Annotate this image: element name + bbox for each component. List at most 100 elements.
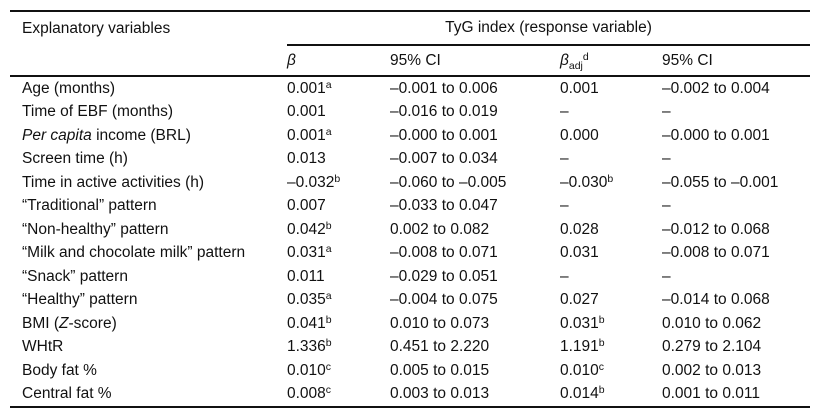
beta-value: 1.336b	[287, 337, 332, 356]
ci-value: –0.008 to 0.071	[390, 244, 498, 262]
beta-adj-value: –	[560, 103, 569, 121]
beta-adj-value: 1.191b	[560, 337, 605, 356]
beta-adj-value: 0.001	[560, 79, 599, 97]
beta-value: 0.031a	[287, 243, 332, 262]
row-label: “Traditional” pattern	[22, 197, 157, 215]
ci-adj-value: –	[662, 150, 671, 168]
row-label: Time of EBF (months)	[22, 103, 174, 121]
row-label: WHtR	[22, 338, 64, 356]
ci-adj-value: 0.279 to 2.104	[662, 338, 762, 356]
table-body: Age (months) 0.001a –0.001 to 0.006 0.001 –0…	[10, 76, 810, 407]
row-label: “Non-healthy” pattern	[22, 220, 169, 238]
significance-marker: b	[334, 172, 341, 185]
beta-adj-superscript: d	[582, 50, 589, 63]
significance-marker: b	[607, 172, 614, 185]
beta-value: 0.001	[287, 103, 326, 121]
beta-value: 0.035a	[287, 290, 332, 309]
ci-column-header-2: 95% CI	[662, 45, 811, 77]
significance-marker: b	[598, 337, 605, 350]
significance-marker: b	[325, 313, 332, 326]
beta-adj-value: –	[560, 197, 569, 215]
ci-adj-value: –0.012 to 0.068	[662, 220, 770, 238]
significance-marker: a	[325, 290, 332, 303]
header-row-span: Explanatory variables TyG index (respons…	[10, 11, 811, 46]
beta-value: 0.011	[287, 267, 325, 285]
beta-adj-subscript: adj	[568, 59, 583, 72]
beta-symbol: β	[287, 51, 296, 69]
significance-marker: b	[325, 337, 332, 350]
significance-marker: b	[598, 384, 605, 397]
table-row: Time of EBF (months) 0.001 –0.016 to 0.019…	[10, 101, 810, 125]
row-label: Screen time (h)	[22, 150, 128, 168]
beta-adj-value: 0.000	[560, 126, 599, 144]
table-row: “Traditional” pattern 0.007 –0.033 to 0.04…	[10, 195, 810, 219]
ci-adj-value: –	[662, 197, 671, 215]
ci-adj-value: 0.001 to 0.011	[662, 385, 760, 403]
table-row: Body fat % 0.010c 0.005 to 0.015 0.010c 0.00…	[10, 359, 810, 383]
beta-value: –0.032b	[287, 172, 341, 191]
row-label: Time in active activities (h)	[22, 173, 205, 191]
table-row: “Non-healthy” pattern 0.042b 0.002 to 0.08…	[10, 218, 810, 242]
ci-value: –0.029 to 0.051	[390, 267, 498, 285]
table-row: Age (months) 0.001a –0.001 to 0.006 0.001 –0…	[10, 76, 810, 101]
significance-marker: a	[325, 243, 332, 256]
ci-value: 0.003 to 0.013	[390, 385, 490, 403]
row-label: Central fat %	[22, 385, 112, 403]
beta-adj-value: –	[560, 267, 569, 285]
ci-value: –0.000 to 0.001	[390, 126, 498, 144]
beta-value: 0.013	[287, 150, 326, 168]
explanatory-variables-header: Explanatory variables	[22, 19, 171, 37]
ci-adj-value: –0.014 to 0.068	[662, 291, 770, 309]
row-label: BMI (Z-score)	[22, 314, 117, 332]
table-row: “Healthy” pattern 0.035a –0.004 to 0.075 0.…	[10, 289, 810, 313]
row-label: “Healthy” pattern	[22, 291, 138, 309]
beta-value: 0.042b	[287, 219, 332, 238]
table-row: WHtR 1.336b 0.451 to 2.220 1.191b 0.279 to 2…	[10, 336, 810, 360]
ci-value: 0.005 to 0.015	[390, 361, 490, 379]
ci-value: –0.016 to 0.019	[390, 103, 498, 121]
beta-column-header: β	[287, 45, 390, 77]
table-row: Screen time (h) 0.013 –0.007 to 0.034 – –	[10, 148, 810, 172]
significance-marker: b	[325, 219, 332, 232]
row-label: Body fat %	[22, 361, 97, 379]
ci-value: 0.451 to 2.220	[390, 338, 490, 356]
ci-adj-value: –	[662, 267, 671, 285]
significance-marker: a	[325, 78, 332, 91]
ci-column-header-1: 95% CI	[390, 45, 560, 77]
row-label: “Snack” pattern	[22, 267, 128, 285]
table-row: “Snack” pattern 0.011 –0.029 to 0.051 – –	[10, 265, 810, 289]
beta-adj-column-header: βadjd	[560, 45, 662, 77]
ci-adj-value: –0.008 to 0.071	[662, 244, 770, 262]
table-row: BMI (Z-score) 0.041b 0.010 to 0.073 0.031b 0…	[10, 312, 810, 336]
significance-marker: c	[325, 360, 332, 373]
table-row: Per capita income (BRL) 0.001a –0.000 to 0…	[10, 124, 810, 148]
row-label: Age (months)	[22, 79, 116, 97]
table-row: “Milk and chocolate milk” pattern 0.031a –…	[10, 242, 810, 266]
beta-adj-value: 0.031	[560, 244, 599, 262]
ci-value: –0.033 to 0.047	[390, 197, 498, 215]
beta-adj-value: 0.014b	[560, 384, 605, 403]
row-label: “Milk and chocolate milk” pattern	[22, 244, 246, 262]
ci-adj-value: –0.000 to 0.001	[662, 126, 770, 144]
ci-value: –0.001 to 0.006	[390, 79, 498, 97]
beta-value: 0.007	[287, 197, 326, 215]
ci-adj-value: 0.010 to 0.062	[662, 314, 762, 332]
ci-value: –0.004 to 0.075	[390, 291, 498, 309]
tyg-index-span-header: TyG index (response variable)	[287, 11, 811, 46]
ci-adj-value: 0.002 to 0.013	[662, 361, 762, 379]
table-header: Explanatory variables TyG index (respons…	[10, 11, 811, 77]
beta-value: 0.001a	[287, 78, 332, 97]
significance-marker: c	[598, 360, 605, 373]
ci-adj-value: –	[662, 103, 671, 121]
ci-value: 0.002 to 0.082	[390, 220, 490, 238]
table-row: Central fat % 0.008c 0.003 to 0.013 0.014b 0…	[10, 383, 810, 408]
ci-adj-value: –0.055 to –0.001	[662, 173, 779, 191]
beta-adj-value: –	[560, 150, 569, 168]
beta-value: 0.010c	[287, 360, 332, 379]
significance-marker: c	[325, 384, 332, 397]
subheader-spacer	[10, 45, 287, 77]
table-row: Time in active activities (h) –0.032b –0.0…	[10, 171, 810, 195]
beta-adj-value: 0.031b	[560, 313, 605, 332]
beta-value: 0.041b	[287, 313, 332, 332]
ci-value: –0.007 to 0.034	[390, 150, 498, 168]
